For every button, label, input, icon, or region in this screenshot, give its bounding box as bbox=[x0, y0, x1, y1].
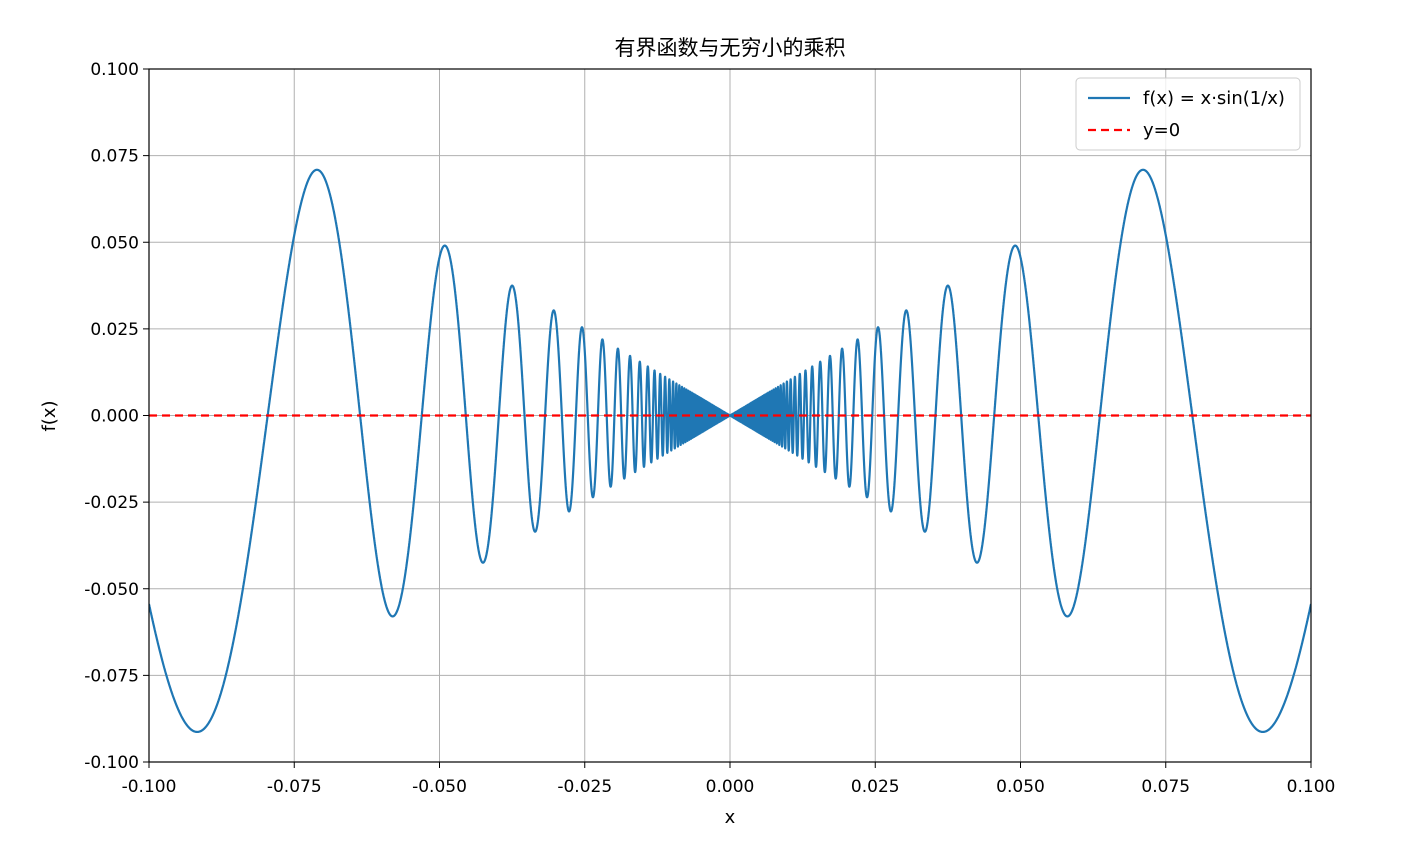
series-line-fx bbox=[149, 168, 1311, 734]
y-tick-label: 0.075 bbox=[90, 147, 139, 167]
legend-box bbox=[1075, 77, 1301, 151]
x-tick-label: -0.025 bbox=[557, 777, 612, 797]
y-tick-label: -0.100 bbox=[84, 753, 139, 773]
chart-title: 有界函数与无穷小的乘积 bbox=[615, 36, 846, 60]
y-tick-label: 0.025 bbox=[90, 320, 139, 340]
legend-label-fx: f(x) = x·sin(1/x) bbox=[1143, 88, 1285, 109]
y-tick-label: -0.050 bbox=[84, 580, 139, 600]
y-axis-label: f(x) bbox=[39, 400, 60, 431]
legend: f(x) = x·sin(1/x) y=0 bbox=[1075, 77, 1301, 151]
x-axis-label: x bbox=[725, 807, 736, 828]
x-tick-label: 0.100 bbox=[1287, 777, 1336, 797]
axis-ticks: -0.100 -0.075 -0.050 -0.025 0.000 0.025 0.050 0… bbox=[84, 60, 1335, 797]
plot-series bbox=[149, 168, 1311, 734]
x-tick-label: 0.025 bbox=[851, 777, 900, 797]
y-tick-label: 0.100 bbox=[90, 60, 139, 80]
x-tick-label: 0.075 bbox=[1141, 777, 1190, 797]
y-tick-label: -0.075 bbox=[84, 666, 139, 686]
legend-label-zero: y=0 bbox=[1143, 120, 1180, 141]
x-tick-label: -0.050 bbox=[412, 777, 467, 797]
y-tick-label: 0.000 bbox=[90, 407, 139, 427]
y-tick-label: -0.025 bbox=[84, 493, 139, 513]
x-tick-label: -0.100 bbox=[122, 777, 177, 797]
x-tick-label: -0.075 bbox=[267, 777, 322, 797]
x-tick-label: 0.000 bbox=[706, 777, 755, 797]
x-tick-label: 0.050 bbox=[996, 777, 1045, 797]
y-tick-label: 0.050 bbox=[90, 233, 139, 253]
